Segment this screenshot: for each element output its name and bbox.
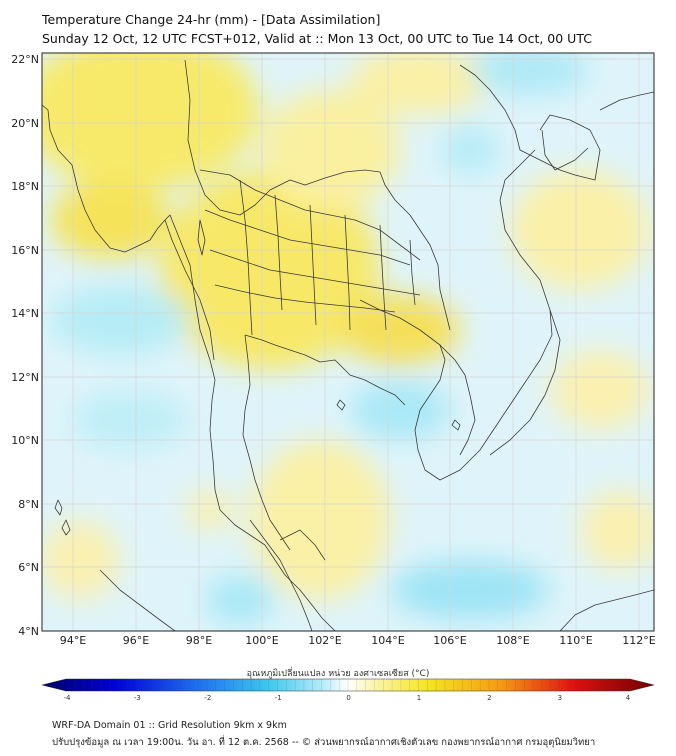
coastlines-borders [42, 59, 654, 631]
temperature-change-map: 22°N 20°N 18°N 16°N 14°N 12°N 10°N 8°N 6… [11, 52, 656, 702]
lat-label: 14°N [11, 307, 39, 320]
map-frame [41, 52, 655, 632]
colorbar-label: อุณหภูมิเปลี่ยนแปลง หน่วย องศาเซลเซียส (… [246, 669, 430, 679]
lat-label: 6°N [18, 561, 39, 574]
lat-label: 18°N [11, 180, 39, 193]
colorbar-tick: 4 [626, 694, 631, 702]
lon-label: 100°E [245, 634, 278, 647]
footer-credit: ปรับปรุงข้อมูล ณ เวลา 19:00น. วัน อา. ที… [52, 737, 596, 748]
colorbar-tick: 3 [558, 694, 562, 702]
colorbar-scale [41, 678, 655, 692]
lon-label: 112°E [622, 634, 655, 647]
colorbar-tick: -1 [275, 694, 282, 702]
colorbar-tick: 2 [487, 694, 491, 702]
lon-label: 106°E [433, 634, 466, 647]
colorbar-tick: -2 [204, 694, 211, 702]
lon-label: 96°E [123, 634, 149, 647]
lon-label: 98°E [186, 634, 212, 647]
longitude-axis: 94°E 96°E 98°E 100°E 102°E 104°E 106°E 1… [60, 634, 656, 647]
lat-label: 22°N [11, 53, 39, 66]
lon-label: 102°E [308, 634, 341, 647]
lon-label: 108°E [496, 634, 529, 647]
lat-label: 12°N [11, 371, 39, 384]
colorbar-tick: 1 [417, 694, 421, 702]
lon-label: 104°E [371, 634, 404, 647]
latitude-axis: 22°N 20°N 18°N 16°N 14°N 12°N 10°N 8°N 6… [11, 53, 39, 638]
colorbar-tick: -4 [64, 694, 72, 702]
lon-label: 110°E [559, 634, 592, 647]
lon-label: 94°E [60, 634, 86, 647]
footer-model-info: WRF-DA Domain 01 :: Grid Resolution 9km … [52, 720, 287, 731]
colorbar-tick: 0 [346, 694, 350, 702]
map-title: Temperature Change 24-hr (mm) - [Data As… [42, 12, 381, 27]
lat-label: 4°N [18, 625, 39, 638]
colorbar-tick: -3 [134, 694, 141, 702]
lat-label: 16°N [11, 244, 39, 257]
colorbar: -4 -3 -2 -1 0 1 2 3 4 [41, 678, 655, 702]
temperature-field [42, 53, 654, 631]
lat-label: 10°N [11, 434, 39, 447]
lat-label: 8°N [18, 498, 39, 511]
lat-label: 20°N [11, 117, 39, 130]
map-subtitle: Sunday 12 Oct, 12 UTC FCST+012, Valid at… [42, 31, 592, 46]
